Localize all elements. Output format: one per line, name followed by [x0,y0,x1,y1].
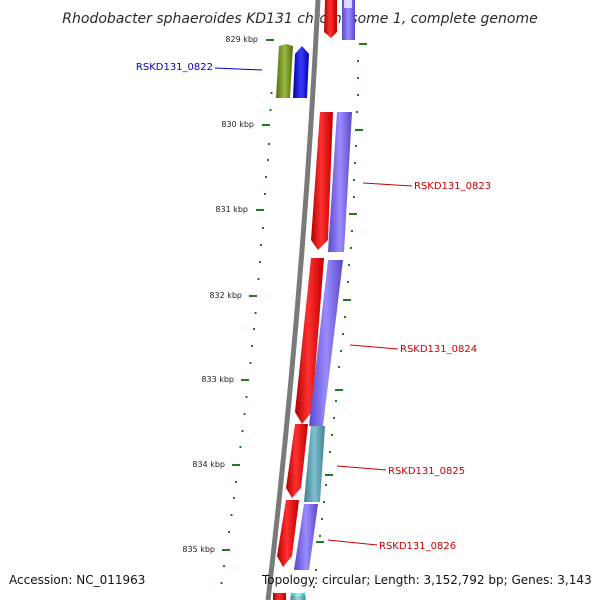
cds-forward [273,593,286,600]
tick-labels: 829 kbp 830 kbp 831 kbp 832 kbp 833 kbp … [182,35,258,554]
cds-forward [286,424,308,498]
cds-forward [295,258,324,424]
tick-label: 832 kbp [209,291,242,300]
feature-green [276,44,293,98]
map-title: Rhodobacter sphaeroides KD131 chromosome… [62,11,537,27]
tick-label: 833 kbp [201,375,234,384]
blast-hit [342,0,355,40]
tick-label: 829 kbp [225,35,258,44]
label-leader-line [349,344,399,350]
inner-tick-dots [220,92,273,584]
label-leader-line [362,182,413,187]
gene-label-rskd131-0824[interactable]: RSKD131_0824 [400,344,477,355]
cds-forward [311,112,333,250]
inner-major-ticks [222,39,274,551]
blast-hit [328,112,352,252]
blast-hit [309,260,343,426]
label-leader-line [327,539,378,546]
gene-label-rskd131-0823[interactable]: RSKD131_0823 [414,181,491,192]
gene-label-rskd131-0826[interactable]: RSKD131_0826 [379,541,456,552]
blast-hit [304,426,325,502]
outer-major-ticks [316,43,367,543]
tick-label: 830 kbp [221,120,254,129]
cds-reverse [293,46,309,98]
genome-summary-text: Topology: circular; Length: 3,152,792 bp… [262,573,592,587]
cds-forward [324,0,337,38]
blast-hit [290,596,306,600]
accession-text: Accession: NC_011963 [9,573,146,587]
tick-label: 834 kbp [192,460,225,469]
gene-label-rskd131-0825[interactable]: RSKD131_0825 [388,466,465,477]
tick-label: 831 kbp [215,205,248,214]
tick-label: 835 kbp [182,545,215,554]
genome-backbone [265,0,321,600]
blast-hit [344,0,352,8]
label-leader-line [336,465,387,471]
gene-label-rskd131-0822[interactable]: RSKD131_0822 [136,62,213,73]
blast-hit [294,504,318,570]
cds-forward [277,500,299,567]
label-leader-line [214,67,263,71]
